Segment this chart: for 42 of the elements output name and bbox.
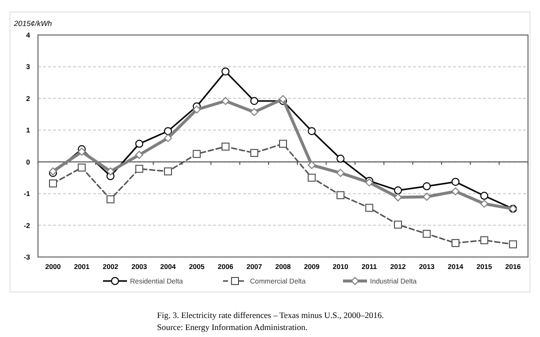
point xyxy=(222,142,230,151)
point xyxy=(422,192,431,201)
point xyxy=(192,106,201,114)
point xyxy=(106,167,114,176)
point xyxy=(78,148,86,156)
point xyxy=(250,148,258,157)
point xyxy=(480,200,488,208)
point xyxy=(509,240,517,248)
point xyxy=(394,186,402,194)
point xyxy=(49,179,57,188)
point xyxy=(336,154,344,163)
point xyxy=(365,204,374,212)
point xyxy=(250,96,258,105)
point xyxy=(394,193,402,202)
point xyxy=(452,239,460,248)
point xyxy=(164,134,172,142)
point xyxy=(336,191,344,200)
point xyxy=(480,236,488,244)
point xyxy=(422,230,431,238)
point xyxy=(279,140,287,148)
text: Fig. 3. Electricity rate differences – Texas minus U.S., 2000–2016. xyxy=(157,310,384,320)
point xyxy=(135,140,144,148)
point xyxy=(308,161,316,170)
point xyxy=(106,195,114,204)
point xyxy=(394,220,402,229)
point xyxy=(222,67,230,76)
point xyxy=(135,150,144,159)
point xyxy=(480,192,488,200)
point xyxy=(164,127,172,136)
point xyxy=(452,178,460,186)
point xyxy=(336,168,344,177)
point xyxy=(192,150,201,158)
point xyxy=(135,164,144,173)
point xyxy=(422,182,431,190)
point xyxy=(452,187,460,196)
point xyxy=(250,108,258,116)
point xyxy=(78,164,86,172)
point xyxy=(164,167,172,176)
point xyxy=(222,96,230,105)
source-note: Source: Energy Information Administration. xyxy=(157,322,308,332)
point xyxy=(308,174,316,182)
point xyxy=(308,127,316,136)
